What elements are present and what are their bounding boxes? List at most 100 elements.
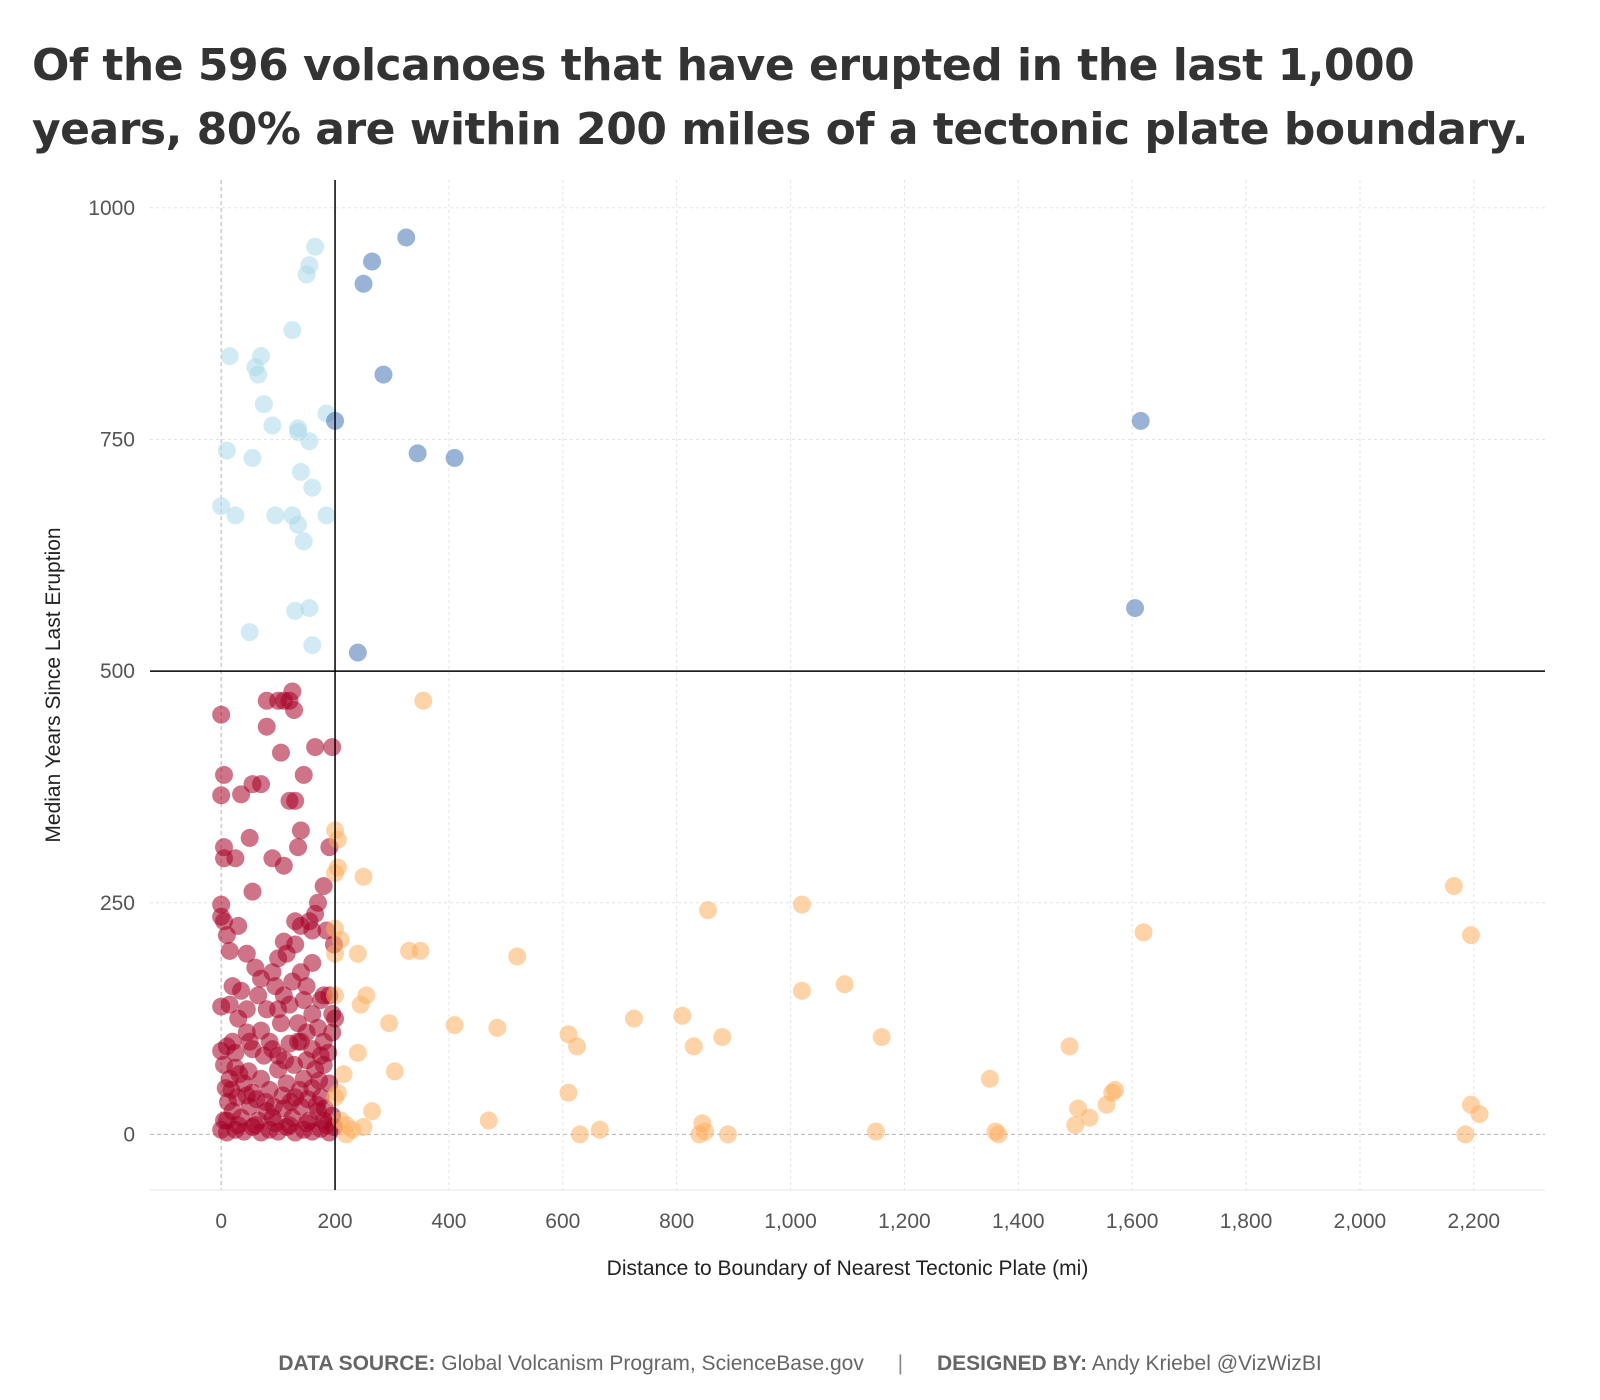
points-layer (212, 228, 1489, 1144)
data-point (254, 395, 273, 414)
data-point (212, 705, 231, 724)
data-point (351, 995, 370, 1014)
data-point (243, 882, 262, 901)
y-tick-label: 1000 (88, 197, 135, 220)
data-point (508, 947, 527, 966)
data-point (289, 838, 308, 857)
data-point (1106, 1080, 1125, 1099)
data-point (980, 1069, 999, 1088)
data-point (300, 599, 319, 618)
data-point (252, 969, 271, 988)
data-point (263, 1108, 282, 1127)
data-point (215, 912, 234, 931)
data-point (263, 416, 282, 435)
data-point (240, 1032, 259, 1051)
data-point (266, 506, 285, 525)
data-point (246, 1116, 265, 1135)
data-point (488, 1018, 507, 1037)
data-point (1461, 926, 1480, 945)
x-tick-label: 200 (318, 1210, 353, 1233)
x-tick-label: 1,800 (1220, 1210, 1273, 1233)
data-point (1060, 1037, 1079, 1056)
designer-text: Andy Kriebel @VizWizBI (1091, 1352, 1322, 1375)
data-point (590, 1120, 609, 1139)
data-point (334, 1065, 353, 1084)
data-point (274, 856, 293, 875)
data-point (294, 765, 313, 784)
data-point (317, 506, 336, 525)
data-point (291, 462, 310, 481)
data-point (872, 1028, 891, 1047)
x-tick-label: 1,000 (764, 1210, 817, 1233)
data-point (684, 1037, 703, 1056)
data-point (212, 497, 231, 516)
data-point (718, 1125, 737, 1144)
data-point (220, 941, 239, 960)
data-point (696, 1122, 715, 1141)
data-point (263, 1040, 282, 1059)
data-point (414, 691, 433, 710)
data-point (314, 877, 333, 896)
data-point (354, 1117, 373, 1136)
data-point (289, 1014, 308, 1033)
data-point (363, 1102, 382, 1121)
data-point (297, 265, 316, 284)
x-tick-label: 400 (431, 1210, 466, 1233)
data-point (223, 977, 242, 996)
data-point (559, 1083, 578, 1102)
data-point (237, 1000, 256, 1019)
data-point (294, 532, 313, 551)
data-point (303, 953, 322, 972)
y-tick-label: 500 (100, 660, 135, 683)
data-point (306, 738, 325, 757)
data-point (303, 636, 322, 655)
data-point (249, 986, 268, 1005)
data-point (300, 432, 319, 451)
data-point (411, 941, 430, 960)
data-point (989, 1125, 1008, 1144)
data-point (354, 274, 373, 293)
data-point (297, 1114, 316, 1133)
x-tick-label: 1,200 (878, 1210, 931, 1233)
data-point (252, 775, 271, 794)
data-point (289, 515, 308, 534)
data-point (445, 448, 464, 467)
data-point (239, 1062, 258, 1081)
y-tick-label: 250 (100, 892, 135, 915)
data-point (283, 682, 302, 701)
data-point (792, 981, 811, 1000)
data-point (866, 1122, 885, 1141)
data-point (286, 791, 305, 810)
data-point (385, 1062, 404, 1081)
data-point (323, 1023, 342, 1042)
data-point (310, 1071, 329, 1090)
y-tick-label: 750 (100, 428, 135, 451)
data-point (303, 921, 322, 940)
data-point (348, 1043, 367, 1062)
x-tick-label: 2,000 (1334, 1210, 1387, 1233)
data-point (835, 975, 854, 994)
data-point (348, 643, 367, 662)
designer-label: DESIGNED BY: (936, 1352, 1088, 1375)
data-point (212, 1042, 231, 1061)
data-point (319, 1043, 338, 1062)
data-point (479, 1111, 498, 1130)
data-point (285, 1055, 304, 1074)
data-point (229, 916, 248, 935)
data-point (445, 1016, 464, 1035)
x-tick-label: 1,600 (1106, 1210, 1159, 1233)
footer: DATA SOURCE: Global Volcanism Program, S… (0, 1352, 1600, 1376)
data-point (374, 365, 393, 384)
data-point (257, 717, 276, 736)
data-point (252, 1021, 271, 1040)
tick-labels: 0 250 500 750 1000 0 200 400 600 800 1,000 1,200 1,4… (88, 197, 1500, 1233)
source-text: Global Volcanism Program, ScienceBase.go… (441, 1352, 864, 1375)
data-point (408, 444, 427, 463)
data-point (212, 997, 231, 1016)
data-point (291, 821, 310, 840)
data-point (1456, 1125, 1475, 1144)
reference-lines (150, 180, 1545, 1190)
data-point (699, 901, 717, 920)
data-point (226, 849, 245, 868)
